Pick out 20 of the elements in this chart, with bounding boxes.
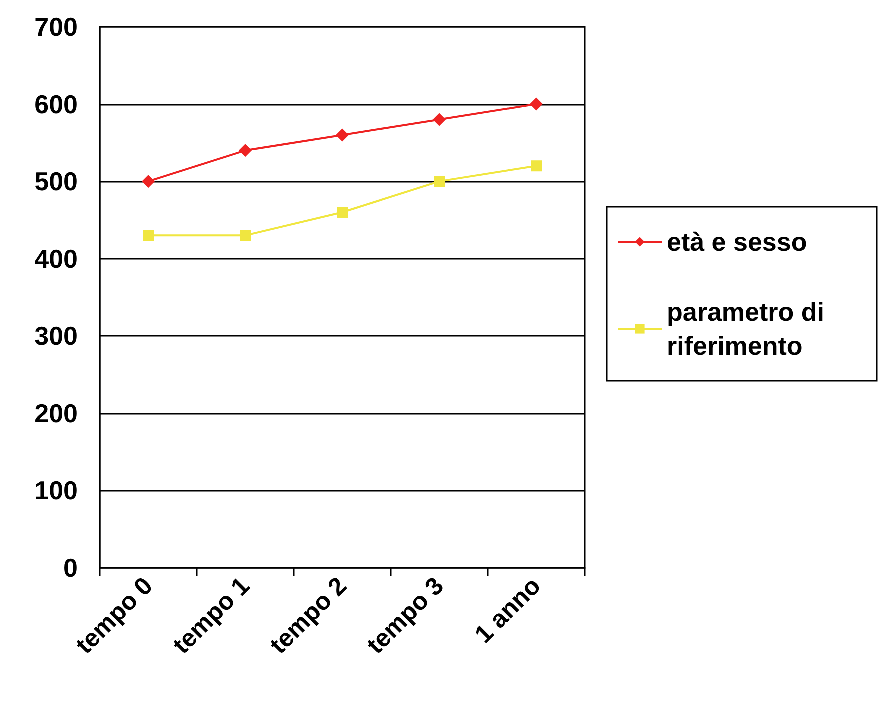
point [240, 230, 251, 242]
y-tick-label: 500 [34, 166, 78, 197]
point [434, 176, 445, 188]
y-tick-label: 400 [34, 244, 78, 274]
point [143, 230, 154, 242]
y-tick-label: 100 [34, 476, 78, 506]
y-tick-label: 700 [34, 12, 78, 42]
point [530, 98, 543, 111]
y-tick-label: 600 [34, 89, 78, 120]
point [433, 113, 446, 126]
point [336, 128, 349, 142]
point [531, 160, 542, 172]
point [337, 206, 348, 218]
legend-label: parametro di riferimento [667, 297, 832, 361]
y-tick-label: 200 [34, 398, 78, 428]
legend-label: età e sesso [667, 227, 808, 257]
point [142, 175, 155, 188]
y-tick-label: 0 [64, 553, 78, 583]
y-tick-label: 300 [34, 321, 78, 352]
point [239, 144, 252, 158]
